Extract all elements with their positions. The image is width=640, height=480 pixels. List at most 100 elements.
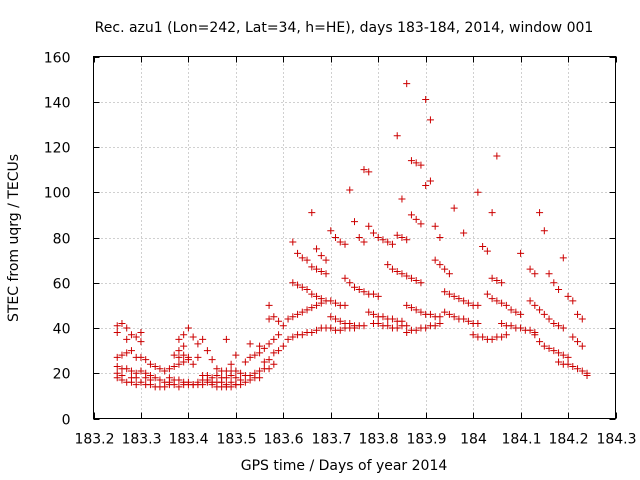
data-point [403, 329, 411, 337]
data-point [445, 310, 453, 318]
data-point [303, 256, 311, 264]
data-point [393, 231, 401, 239]
data-point [317, 267, 325, 275]
data-point [265, 340, 273, 348]
data-point [460, 297, 468, 305]
data-point [464, 299, 472, 307]
data-point [388, 315, 396, 323]
data-point [369, 229, 377, 237]
data-point [517, 310, 525, 318]
data-point [161, 367, 169, 375]
data-point [422, 181, 430, 189]
data-point [308, 209, 316, 217]
data-point [412, 276, 420, 284]
data-point [313, 292, 321, 300]
y-tick-label: 60 [53, 277, 71, 293]
data-point [265, 315, 273, 323]
data-point [317, 295, 325, 303]
data-point [151, 374, 159, 382]
data-point [227, 383, 235, 391]
data-point [142, 356, 150, 364]
data-point [559, 351, 567, 359]
data-point [294, 310, 302, 318]
data-point [332, 299, 340, 307]
data-point [578, 342, 586, 350]
data-point [574, 338, 582, 346]
data-point [550, 347, 558, 355]
data-point [165, 374, 173, 382]
data-point [555, 349, 563, 357]
data-point [578, 315, 586, 323]
data-point [170, 362, 178, 370]
data-point [322, 256, 330, 264]
data-point [275, 317, 283, 325]
data-point [322, 270, 330, 278]
data-point [393, 324, 401, 332]
data-point [369, 290, 377, 298]
data-point [336, 238, 344, 246]
data-point [431, 256, 439, 264]
data-point [436, 234, 444, 241]
data-point [569, 333, 577, 341]
data-point [426, 177, 434, 185]
data-point [298, 331, 306, 339]
y-tick-label: 20 [53, 367, 71, 383]
data-point [403, 272, 411, 280]
data-point [407, 211, 415, 219]
data-point [303, 306, 311, 314]
data-point [412, 326, 420, 334]
chart-title: Rec. azu1 (Lon=242, Lat=34, h=HE), days … [95, 20, 594, 36]
data-point [398, 270, 406, 278]
data-point [256, 367, 264, 375]
data-point [441, 288, 449, 296]
data-point [550, 319, 558, 327]
data-point [564, 353, 572, 361]
data-point [341, 301, 349, 309]
data-point [507, 322, 515, 330]
data-point [132, 381, 140, 389]
data-point [536, 338, 544, 346]
data-point [213, 372, 221, 380]
data-point [137, 367, 145, 375]
data-point [194, 381, 202, 389]
data-point [294, 249, 302, 257]
data-points [113, 80, 591, 391]
data-point [170, 381, 178, 389]
data-point [488, 295, 496, 303]
data-point [270, 313, 278, 321]
data-point [488, 335, 496, 343]
data-point [393, 267, 401, 275]
data-point [118, 372, 126, 380]
data-point [113, 369, 121, 377]
data-point [241, 358, 249, 366]
data-point [545, 315, 553, 323]
data-point [289, 333, 297, 341]
data-point [156, 365, 164, 373]
data-point [374, 292, 382, 300]
data-point [351, 324, 358, 332]
data-point [284, 315, 292, 323]
data-point [531, 301, 539, 309]
data-point [123, 365, 131, 373]
data-point [374, 234, 382, 241]
data-point [555, 286, 563, 294]
data-point [441, 265, 449, 273]
data-point [379, 313, 387, 321]
grid-lines [93, 56, 616, 419]
data-point [113, 329, 121, 337]
data-point [398, 195, 406, 203]
data-point [161, 383, 169, 391]
data-point [483, 290, 491, 298]
y-tick-label: 100 [44, 186, 71, 202]
data-point [417, 220, 425, 228]
data-point [403, 301, 411, 309]
data-point [175, 335, 183, 343]
data-point [512, 308, 520, 316]
data-point [256, 342, 264, 350]
data-point [360, 166, 368, 174]
data-point [517, 249, 525, 257]
data-point [384, 238, 392, 246]
data-point [569, 297, 577, 305]
data-point [479, 333, 487, 341]
data-point [403, 80, 411, 88]
